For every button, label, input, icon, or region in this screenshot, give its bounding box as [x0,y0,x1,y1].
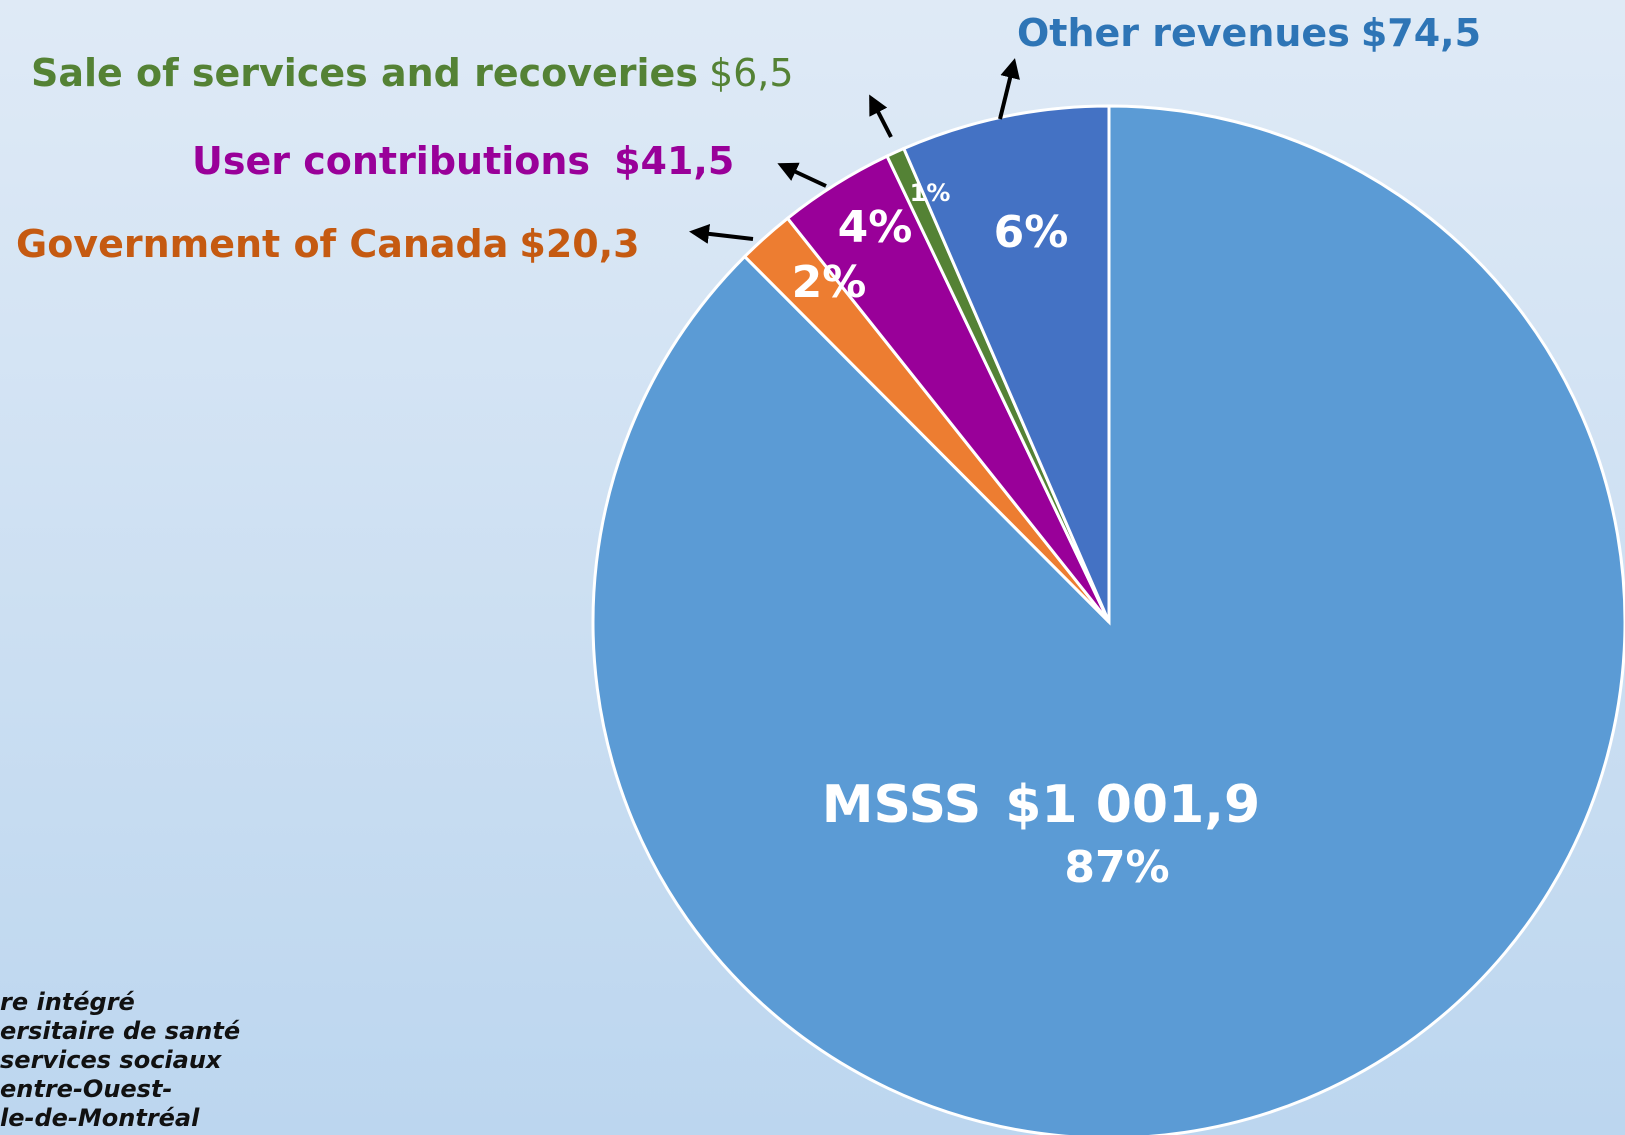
category-label: Other revenues $74,5 [1017,11,1481,55]
arrow [689,223,754,244]
percent-label: 2% [792,257,867,308]
category-name: Other revenues [1017,11,1350,55]
category-name: User contributions [192,139,590,183]
logo-text: re intégré [0,988,135,1016]
percent-label: 87% [1064,842,1169,893]
logo-text: services sociaux [0,1046,223,1074]
category-label: Sale of services and recoveries $6,5 [31,51,794,95]
arrow [869,94,893,138]
arrow [777,162,827,188]
value-label: $1 001,9 [1005,775,1260,835]
category-label: MSSS $1 001,9 [822,775,1260,835]
percent-label: 6% [994,207,1069,258]
logo-text: ersitaire de santé [0,1017,240,1045]
value-label: $6,5 [709,51,794,95]
percent-label: 4% [838,202,913,253]
value-label: $41,5 [614,139,734,183]
arrows [689,58,1020,244]
category-name: Sale of services and recoveries [31,51,698,95]
category-name: Government of Canada [16,222,508,266]
logo-text: entre-Ouest- [0,1075,172,1103]
category-label: User contributions $41,5 [192,139,734,183]
percent-label: 1% [910,179,951,207]
arrow [998,58,1020,120]
category-label: Government of Canada $20,3 [16,222,640,266]
pie-slice [901,104,1111,623]
value-label: $74,5 [1361,11,1481,55]
category-name: MSSS [822,775,981,835]
logo-text: le-de-Montréal [0,1104,200,1132]
value-label: $20,3 [519,222,639,266]
